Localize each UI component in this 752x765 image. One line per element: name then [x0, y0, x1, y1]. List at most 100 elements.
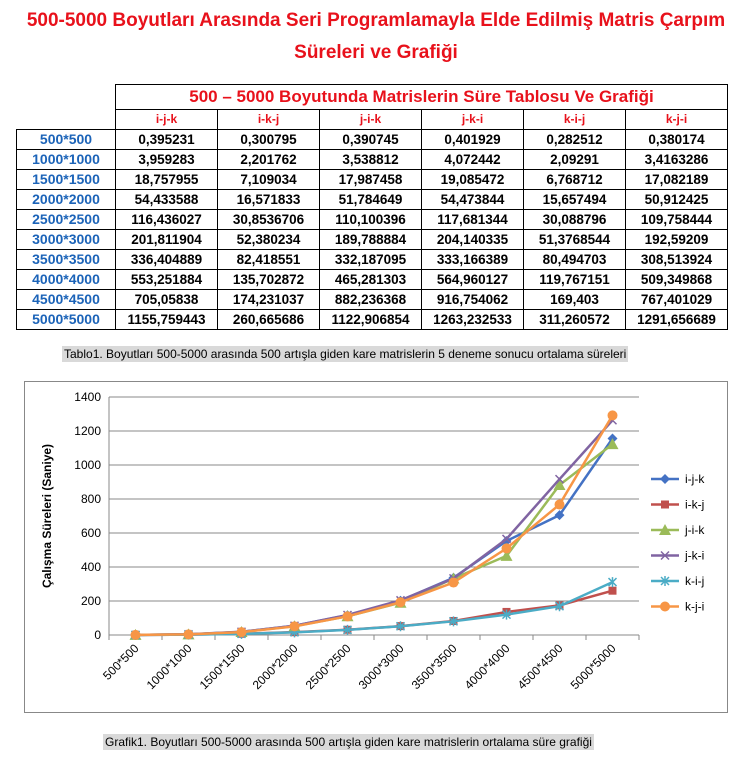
table-cell: 2,201762: [217, 148, 320, 170]
table-caption: Tablo1. Boyutları 500-5000 arasında 500 …: [62, 346, 629, 362]
data-point-k-i-j: [395, 621, 406, 632]
column-header: i-k-j: [217, 109, 320, 130]
table-cell: 3,959283: [115, 148, 218, 170]
legend-marker: [660, 576, 670, 586]
table-cell: 332,187095: [319, 248, 422, 270]
table-cell: 1291,656689: [625, 308, 728, 330]
chart-caption: Grafik1. Boyutları 500-5000 arasında 500…: [103, 734, 594, 750]
data-point-j-i-k: [553, 479, 566, 491]
series-line-j-i-k: [135, 443, 614, 637]
legend-marker: [660, 601, 670, 612]
y-axis-label: Çalışma Süreleri (Saniye): [40, 444, 54, 588]
table-cell: 116,436027: [115, 208, 218, 230]
legend-marker: [660, 474, 670, 484]
y-tick-label: 600: [81, 526, 101, 540]
table-cell: 204,140335: [421, 228, 524, 250]
y-tick-label: 0: [94, 628, 101, 642]
table-cell: 50,912425: [625, 188, 728, 210]
row-header: 2500*2500: [16, 208, 116, 230]
table-cell: 0,401929: [421, 128, 524, 150]
table-cell: 54,433588: [115, 188, 218, 210]
table-corner: [17, 85, 116, 110]
data-point-k-j-i: [183, 629, 194, 640]
legend-marker: [660, 550, 670, 561]
data-point-j-k-i: [501, 534, 512, 544]
table-cell: 2,09291: [523, 148, 626, 170]
table-row: 500*500 0,395231 0,300795 0,390745 0,401929 0…: [16, 128, 728, 150]
column-header: j-k-i: [421, 109, 524, 130]
table-cell: 201,811904: [115, 228, 218, 250]
table-cell: 311,260572: [523, 308, 626, 330]
legend-label: j-i-k: [684, 523, 705, 537]
row-header: 2000*2000: [16, 188, 116, 210]
table-cell: 174,231037: [217, 288, 320, 310]
table-cell: 509,349868: [625, 268, 728, 290]
row-header: 4000*4000: [16, 268, 116, 290]
data-point-k-j-i: [130, 629, 141, 640]
x-tick-label: 5000*5000: [568, 641, 619, 692]
table-cell: 51,3768544: [523, 228, 626, 250]
series-line-k-j-i: [135, 414, 614, 637]
table-cell: 119,767151: [523, 268, 626, 290]
table-cell: 767,401029: [625, 288, 728, 310]
table-cell: 0,380174: [625, 128, 728, 150]
x-tick-label: 500*500: [100, 641, 142, 683]
legend-marker: [659, 524, 671, 535]
row-header: 1500*1500: [16, 168, 116, 190]
table-row: 2000*2000 54,433588 16,571833 51,784649 54,4…: [16, 188, 728, 210]
table-cell: 1263,232533: [421, 308, 524, 330]
table-cell: 15,657494: [523, 188, 626, 210]
x-tick-label: 1000*1000: [144, 641, 195, 692]
table-cell: 110,100396: [319, 208, 422, 230]
row-header: 5000*5000: [16, 308, 116, 330]
series-line-i-j-k: [135, 437, 614, 637]
table-cell: 82,418551: [217, 248, 320, 270]
table-corner-sub: [17, 110, 116, 130]
x-tick-label: 4500*4500: [515, 641, 566, 692]
table-cell: 17,987458: [319, 168, 422, 190]
table-cell: 16,571833: [217, 188, 320, 210]
table-cell: 553,251884: [115, 268, 218, 290]
legend-label: k-j-i: [685, 600, 704, 614]
chart-frame: 0 200 400 600 800 1000 1200 1400 500*500 1000*100…: [24, 381, 728, 713]
table-cell: 0,395231: [115, 128, 218, 150]
legend-marker: [661, 500, 669, 509]
table-cell: 705,05838: [115, 288, 218, 310]
timing-table: 500 – 5000 Boyutunda Matrislerin Süre Ta…: [16, 84, 728, 330]
table-cell: 6,768712: [523, 168, 626, 190]
data-point-k-j-i: [607, 410, 618, 421]
table-row: 4500*4500 705,05838 174,231037 882,236368 91…: [16, 288, 728, 310]
data-point-k-i-j: [607, 577, 618, 588]
table-cell: 52,380234: [217, 228, 320, 250]
table-cell: 308,513924: [625, 248, 728, 270]
table-cell: 336,404889: [115, 248, 218, 270]
table-row: 4000*4000 553,251884 135,702872 465,281303 5…: [16, 268, 728, 290]
table-cell: 3,538812: [319, 148, 422, 170]
table-cell: 80,494703: [523, 248, 626, 270]
row-header: 1000*1000: [16, 148, 116, 170]
x-tick-label: 4000*4000: [462, 641, 513, 692]
y-tick-label: 400: [81, 560, 101, 574]
page-title-line1: 500-5000 Boyutları Arasında Seri Program…: [26, 10, 726, 31]
table-cell: 19,085472: [421, 168, 524, 190]
table-cell: 1122,906854: [319, 308, 422, 330]
row-header: 3000*3000: [16, 228, 116, 250]
legend-label: i-j-k: [685, 472, 705, 486]
table-cell: 333,166389: [421, 248, 524, 270]
table-cell: 54,473844: [421, 188, 524, 210]
y-tick-label: 1400: [74, 390, 101, 404]
table-row: 1000*1000 3,959283 2,201762 3,538812 4,07244…: [16, 148, 728, 170]
table-title: 500 – 5000 Boyutunda Matrislerin Süre Ta…: [115, 84, 728, 110]
table-cell: 882,236368: [319, 288, 422, 310]
table-cell: 3,4163286: [625, 148, 728, 170]
x-tick-label: 1500*1500: [197, 641, 248, 692]
table-cell: 465,281303: [319, 268, 422, 290]
table-cell: 4,072442: [421, 148, 524, 170]
legend-label: k-i-j: [685, 574, 704, 588]
table-cell: 7,109034: [217, 168, 320, 190]
table-cell: 0,282512: [523, 128, 626, 150]
table-cell: 192,59209: [625, 228, 728, 250]
table-cell: 17,082189: [625, 168, 728, 190]
column-header: j-i-k: [319, 109, 422, 130]
table-row: 2500*2500 116,436027 30,8536706 110,100396 1…: [16, 208, 728, 230]
